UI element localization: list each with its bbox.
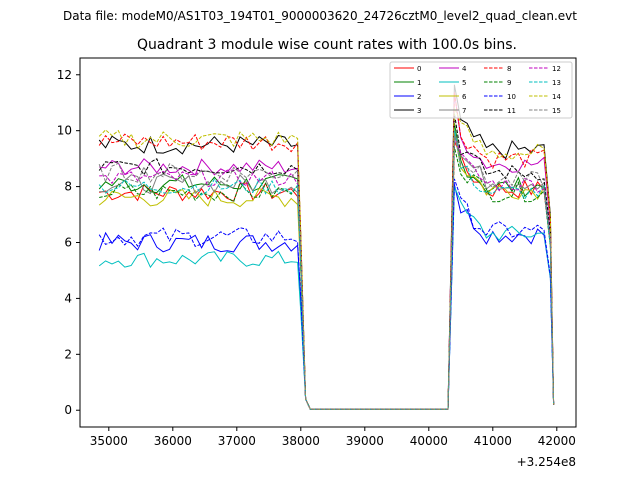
y-tick-label: 4 [64, 291, 72, 305]
y-tick-label: 10 [57, 124, 72, 138]
series-line-14 [98, 107, 555, 410]
x-tick-label: 37000 [218, 434, 256, 448]
legend-label-0: 0 [417, 65, 421, 73]
legend-label-4: 4 [462, 65, 467, 73]
x-axis-offset-label: +3.254e8 [517, 455, 576, 469]
legend-label-5: 5 [462, 79, 466, 87]
legend-label-3: 3 [417, 107, 421, 115]
legend-label-7: 7 [462, 107, 466, 115]
chart-suptitle: Data file: modeM0/AS1T03_194T01_90000036… [63, 9, 577, 23]
x-axis-ticks: 35000 36000 37000 38000 39000 40000 41000 42000 [90, 427, 576, 448]
legend-label-11: 11 [507, 107, 516, 115]
y-tick-label: 0 [64, 403, 72, 417]
y-tick-label: 6 [64, 236, 72, 250]
plot-lines [98, 84, 555, 410]
series-line-15 [98, 134, 555, 410]
series-line-5 [98, 186, 555, 410]
chart-title: Quadrant 3 module wise count rates with … [137, 37, 517, 53]
series-line-8 [98, 92, 555, 410]
legend-label-6: 6 [462, 93, 467, 101]
legend-label-10: 10 [507, 93, 516, 101]
legend-label-15: 15 [552, 107, 561, 115]
series-line-9 [99, 146, 555, 410]
legend-label-8: 8 [507, 65, 511, 73]
x-tick-label: 36000 [154, 434, 192, 448]
x-tick-label: 41000 [474, 434, 512, 448]
legend-label-12: 12 [552, 65, 561, 73]
x-tick-label: 35000 [90, 434, 128, 448]
legend-label-1: 1 [417, 79, 421, 87]
legend-label-9: 9 [507, 79, 511, 87]
legend-label-2: 2 [417, 93, 421, 101]
series-line-1 [98, 123, 555, 410]
x-tick-label: 42000 [538, 434, 576, 448]
series-line-7 [99, 130, 555, 410]
series-line-3 [98, 84, 555, 410]
series-line-11 [98, 113, 555, 410]
series-line-2 [98, 184, 555, 410]
y-axis-ticks: 0 2 4 6 8 10 12 [57, 68, 80, 417]
y-tick-label: 2 [64, 347, 72, 361]
legend-label-14: 14 [552, 93, 561, 101]
x-tick-label: 38000 [282, 434, 320, 448]
series-line-4 [99, 92, 555, 410]
x-tick-label: 39000 [346, 434, 384, 448]
y-tick-label: 12 [57, 68, 72, 82]
legend-box [389, 61, 573, 119]
x-tick-label: 40000 [410, 434, 448, 448]
series-line-10 [98, 178, 555, 410]
legend-label-13: 13 [552, 79, 561, 87]
series-line-13 [98, 128, 555, 410]
y-tick-label: 8 [64, 180, 72, 194]
